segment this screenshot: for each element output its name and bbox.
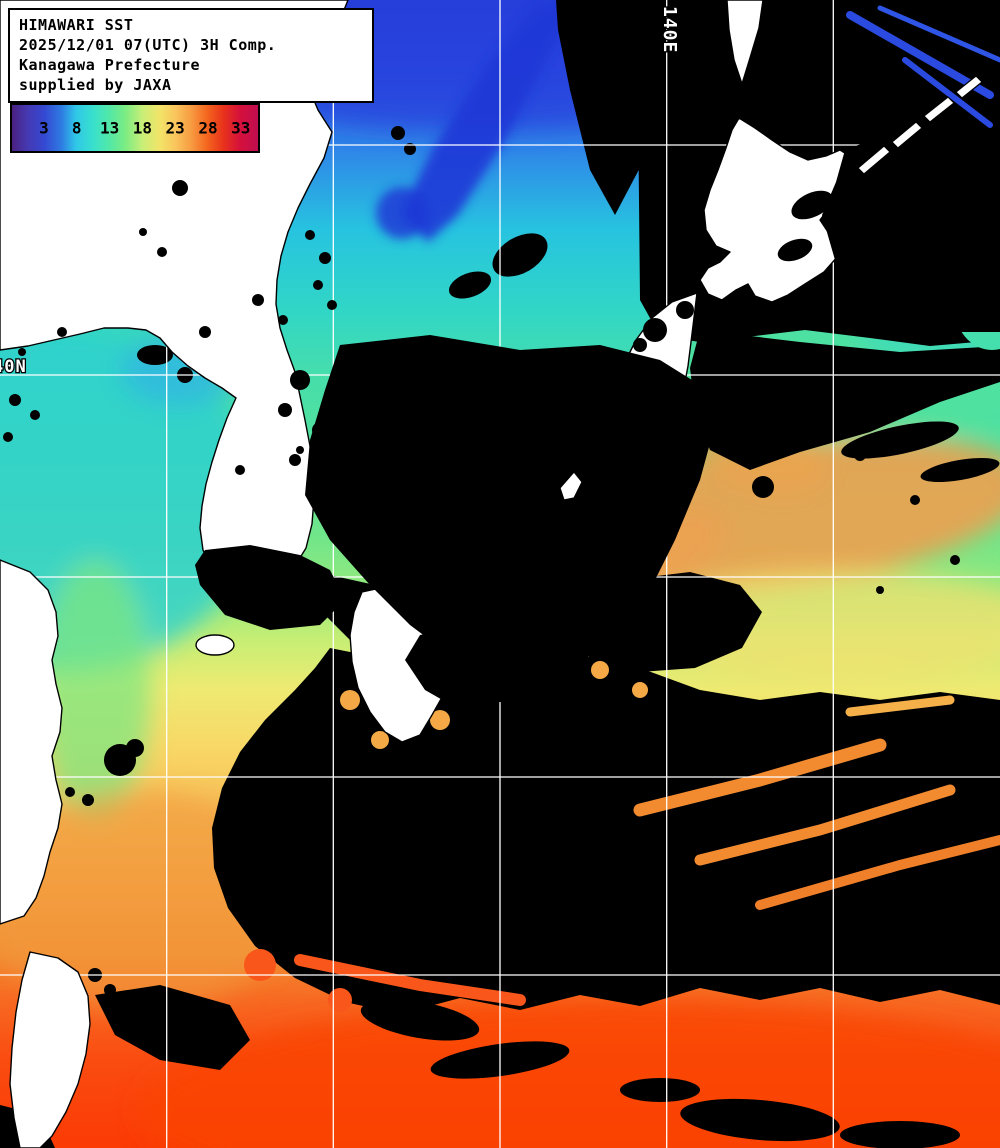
island-layer [559, 75, 983, 501]
title-box: HIMAWARI SST 2025/12/01 07(UTC) 3H Comp.… [8, 8, 374, 103]
sst-colorbar: 3 8 13 18 23 28 33 [10, 103, 260, 153]
land-taiwan [9, 951, 91, 1148]
land-sado [559, 471, 583, 501]
datetime-label: 2025/12/01 07(UTC) 3H Comp. [19, 36, 277, 54]
land-kuril-1 [857, 145, 891, 175]
land-jeju [195, 634, 235, 656]
warm-water-fingers [294, 695, 1000, 1006]
region-label: Kanagawa Prefecture [19, 56, 201, 74]
longitude-label: 140E [659, 6, 680, 53]
latitude-label: 40N [0, 357, 27, 377]
land-kuril-4 [955, 75, 983, 99]
provider-label: supplied by JAXA [19, 76, 172, 94]
colorbar-tick: 18 [132, 118, 153, 138]
product-title: HIMAWARI SST [19, 16, 134, 34]
land-hokkaido [699, 117, 859, 303]
land-kuril-2 [891, 121, 923, 149]
colorbar-tick: 13 [100, 118, 120, 138]
land-kuril-3 [923, 96, 955, 123]
land-china-coast [0, 559, 63, 925]
land-cloud-layer [18, 118, 1000, 710]
land-sakhalin [726, 0, 764, 85]
colorbar-tick: 33 [231, 118, 251, 138]
colorbar-tick: 28 [198, 118, 218, 138]
colorbar-tick: 23 [165, 118, 185, 138]
cold-water-streaks [846, 5, 1000, 128]
colorbar-tick: 3 [39, 118, 49, 138]
colorbar-tick: 8 [71, 118, 82, 138]
